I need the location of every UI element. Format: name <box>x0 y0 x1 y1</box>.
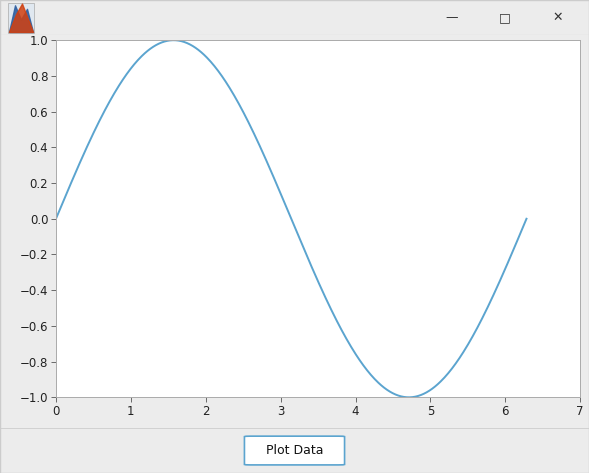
FancyBboxPatch shape <box>244 436 345 465</box>
FancyBboxPatch shape <box>8 3 34 33</box>
Text: ✕: ✕ <box>552 11 563 24</box>
Text: Plot Data: Plot Data <box>266 444 323 457</box>
Text: —: — <box>446 11 458 24</box>
Text: □: □ <box>499 11 511 24</box>
